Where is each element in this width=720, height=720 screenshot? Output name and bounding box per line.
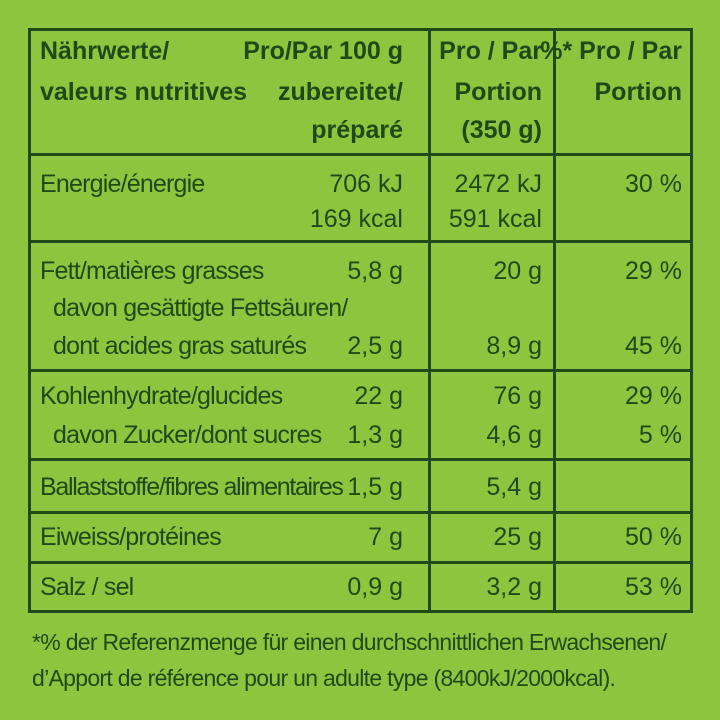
protein-label: Eiweiss/protéines [40,523,222,551]
fat-label: Fett/matières grasses [40,257,264,285]
footnote-fr: d’Apport de référence pour un adulte typ… [32,665,616,691]
carbohydrates-label: Kohlenhydrate/glucides [40,382,283,410]
carbohydrates-percent: 29 % [625,382,682,410]
carbohydrates-per100: 22 g [354,382,403,410]
header-per-portion: Pro / Par [439,37,542,65]
sugar-label: davon Zucker/dont sucres [53,421,322,449]
fibre-label: Ballaststoffe/fibres alimentaires [40,473,344,501]
row-divider [31,561,690,564]
row-divider [31,511,690,514]
energy-portion-kj: 2472 kJ [454,170,542,198]
row-divider [31,240,690,243]
header-percent-ri: %* Pro / Par [540,37,682,65]
header-prepared-fr: préparé [311,116,403,144]
header-per-100g: Pro/Par 100 g [243,37,403,65]
salt-percent: 53 % [625,573,682,601]
energy-portion-kcal: 591 kcal [448,205,542,233]
salt-per100: 0,9 g [347,573,403,601]
fat-portion: 20 g [493,257,542,285]
fat-percent: 29 % [625,257,682,285]
energy-per100-kcal: 169 kcal [309,205,403,233]
row-divider [31,458,690,461]
nutrition-table: Nährwerte/ valeurs nutritives Pro/Par 10… [28,28,693,613]
fibre-per100: 1,5 g [347,473,403,501]
energy-label: Energie/énergie [40,170,205,198]
saturated-fat-per100: 2,5 g [347,332,403,360]
protein-portion: 25 g [493,523,542,551]
protein-per100: 7 g [368,523,403,551]
row-divider [31,153,690,156]
header-percent-portion: Portion [594,78,683,106]
saturated-fat-portion: 8,9 g [486,332,542,360]
header-nutrients-label: Nährwerte/ [40,37,170,65]
salt-label: Salz / sel [40,573,134,601]
energy-percent: 30 % [625,170,682,198]
row-divider [31,369,690,372]
salt-portion: 3,2 g [486,573,542,601]
sugar-portion: 4,6 g [486,421,542,449]
fat-per100: 5,8 g [347,257,403,285]
header-portion-size: (350 g) [461,116,542,144]
column-divider [553,31,556,610]
fibre-portion: 5,4 g [486,473,542,501]
energy-per100-kj: 706 kJ [329,170,403,198]
saturated-fat-label-de: davon gesättigte Fettsäuren/ [53,294,348,322]
protein-percent: 50 % [625,523,682,551]
header-prepared-de: zubereitet/ [277,78,403,106]
carbohydrates-portion: 76 g [493,382,542,410]
sugar-percent: 5 % [638,421,682,449]
saturated-fat-percent: 45 % [625,332,682,360]
footnote-de: *% der Referenzmenge für einen durchschn… [32,629,667,655]
header-nutrients-label-fr: valeurs nutritives [40,78,248,106]
sugar-per100: 1,3 g [347,421,403,449]
saturated-fat-label-fr: dont acides gras saturés [53,332,307,360]
column-divider [428,31,431,610]
header-portion: Portion [454,78,543,106]
